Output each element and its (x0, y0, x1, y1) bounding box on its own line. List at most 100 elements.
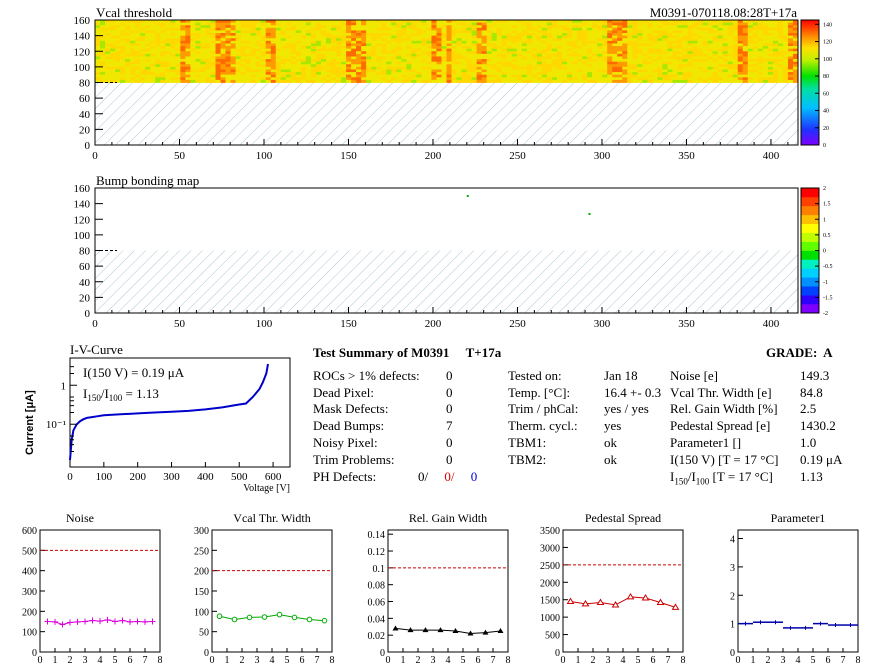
heatmap-cell (536, 77, 543, 81)
heatmap-cell (265, 61, 272, 65)
heatmap-cell (220, 51, 226, 55)
heatmap-cell (295, 69, 302, 73)
heatmap-cell (300, 33, 307, 37)
heatmap-cell (677, 38, 683, 42)
heatmap-cell (245, 59, 252, 63)
heatmap-cell (416, 59, 422, 63)
heatmap-cell (376, 43, 382, 47)
heatmap-cell (185, 72, 191, 76)
heatmap-cell (180, 22, 186, 26)
heatmap-cell (707, 35, 714, 39)
summary-left-label: Trim Problems: (313, 451, 395, 467)
heatmap-cell (732, 35, 739, 39)
heatmap-cell (687, 22, 693, 26)
heatmap-cell (130, 64, 136, 68)
heatmap-cell (481, 40, 488, 44)
heatmap-cell (431, 20, 437, 23)
heatmap-cell (767, 38, 774, 42)
heatmap-cell (391, 22, 397, 26)
mini-x-tick-label: 2 (416, 655, 421, 666)
heatmap-cell (471, 40, 478, 44)
heatmap-cell (205, 40, 211, 44)
heatmap-cell (275, 40, 282, 44)
heatmap-cell (481, 51, 488, 55)
heatmap-cell (582, 20, 588, 23)
heatmap-cell (315, 64, 322, 68)
heatmap-cell (647, 25, 653, 29)
heatmap-cell (265, 38, 272, 42)
heatmap-cell (622, 56, 628, 60)
heatmap-cell (160, 25, 166, 29)
mini-title: Noise (66, 511, 94, 525)
heatmap-cell (115, 22, 121, 26)
heatmap-cell (381, 61, 387, 65)
heatmap-cell (561, 64, 568, 68)
heatmap-cell (436, 30, 442, 34)
heatmap-cell (622, 51, 628, 55)
heatmap-cell (426, 66, 432, 70)
heatmap-cell (145, 74, 151, 78)
heatmap-cell (476, 51, 483, 55)
heatmap-cell (647, 46, 653, 50)
heatmap-cell (536, 79, 543, 83)
heatmap-cell (637, 46, 643, 50)
heatmap-cell (657, 46, 663, 50)
heatmap-cell (210, 59, 216, 63)
heatmap-cell (381, 38, 387, 42)
heatmap-cell (722, 61, 729, 65)
mini-x-tick-label: 2 (766, 655, 771, 666)
heatmap-cell (426, 30, 432, 34)
heatmap-cell (672, 22, 678, 26)
heatmap-cell (200, 27, 206, 31)
heatmap-cell (280, 74, 287, 78)
heatmap-cell (597, 51, 603, 55)
heatmap-cell (110, 59, 116, 63)
heatmap-cell (185, 56, 191, 60)
heatmap-cell (195, 40, 201, 44)
heatmap-cell (320, 35, 327, 39)
x-tick-label: 400 (763, 318, 780, 330)
heatmap-cell (627, 59, 633, 63)
heatmap-cell (577, 77, 583, 81)
heatmap-cell (471, 30, 478, 34)
heatmap-cell (506, 48, 513, 52)
heatmap-cell (250, 48, 257, 52)
heatmap-cell (577, 53, 583, 57)
heatmap-cell (331, 25, 337, 29)
heatmap-cell (376, 77, 382, 81)
heatmap-cell (787, 46, 794, 50)
heatmap-cell (577, 43, 583, 47)
heatmap-cell (531, 20, 538, 23)
heatmap-cell (270, 30, 277, 34)
heatmap-cell (511, 77, 518, 81)
heatmap-cell (140, 38, 146, 42)
heatmap-cell (421, 38, 427, 42)
heatmap-cell (647, 43, 653, 47)
heatmap-cell (526, 33, 533, 37)
heatmap-cell (637, 38, 643, 42)
heatmap-cell (622, 22, 628, 26)
heatmap-cell (160, 46, 166, 50)
heatmap-cell (742, 74, 749, 78)
heatmap-cell (406, 59, 412, 63)
heatmap-cell (401, 79, 407, 83)
heatmap-cell (431, 61, 437, 65)
heatmap-cell (496, 25, 503, 29)
heatmap-cell (717, 35, 724, 39)
heatmap-cell (371, 33, 377, 37)
heatmap-cell (732, 74, 739, 78)
heatmap-cell (587, 69, 593, 73)
heatmap-cell (501, 69, 508, 73)
heatmap-cell (441, 20, 447, 23)
heatmap-cell (376, 46, 382, 50)
heatmap-cell (331, 77, 337, 81)
heatmap-cell (436, 43, 442, 47)
heatmap-cell (526, 59, 533, 63)
heatmap-cell (290, 27, 297, 31)
heatmap-cell (376, 25, 382, 29)
heatmap-cell (742, 59, 749, 63)
heatmap-cell (215, 79, 221, 83)
heatmap-cell (677, 72, 683, 76)
heatmap-cell (657, 43, 663, 47)
heatmap-cell (371, 69, 377, 73)
